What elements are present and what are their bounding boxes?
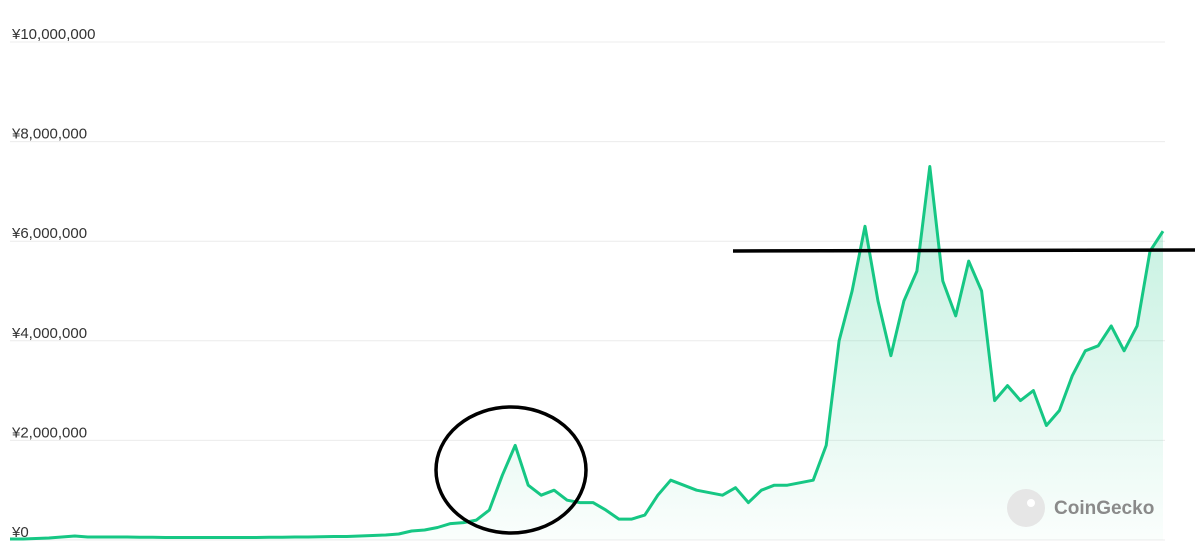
annotation-circle: [434, 405, 588, 535]
y-tick-label: ¥2,000,000: [11, 424, 87, 441]
watermark-logo-eye: [1027, 499, 1035, 507]
plot-area: [10, 165, 1165, 541]
area: [10, 166, 1163, 540]
watermark: CoinGecko: [1054, 498, 1154, 519]
grid: ¥0 ¥2,000,000 ¥4,000,000 ¥6,000,000 ¥8,000,0…: [10, 26, 1165, 541]
price-line: [10, 165, 1165, 541]
annotation-line: [732, 248, 1195, 253]
y-tick-label: ¥10,000,000: [11, 26, 95, 43]
y-tick-label: ¥0: [11, 524, 29, 541]
watermark-logo: [1007, 489, 1045, 527]
y-tick-label: ¥6,000,000: [11, 225, 87, 242]
y-tick-label: ¥4,000,000: [11, 325, 87, 342]
y-tick-label: ¥8,000,000: [11, 126, 87, 143]
